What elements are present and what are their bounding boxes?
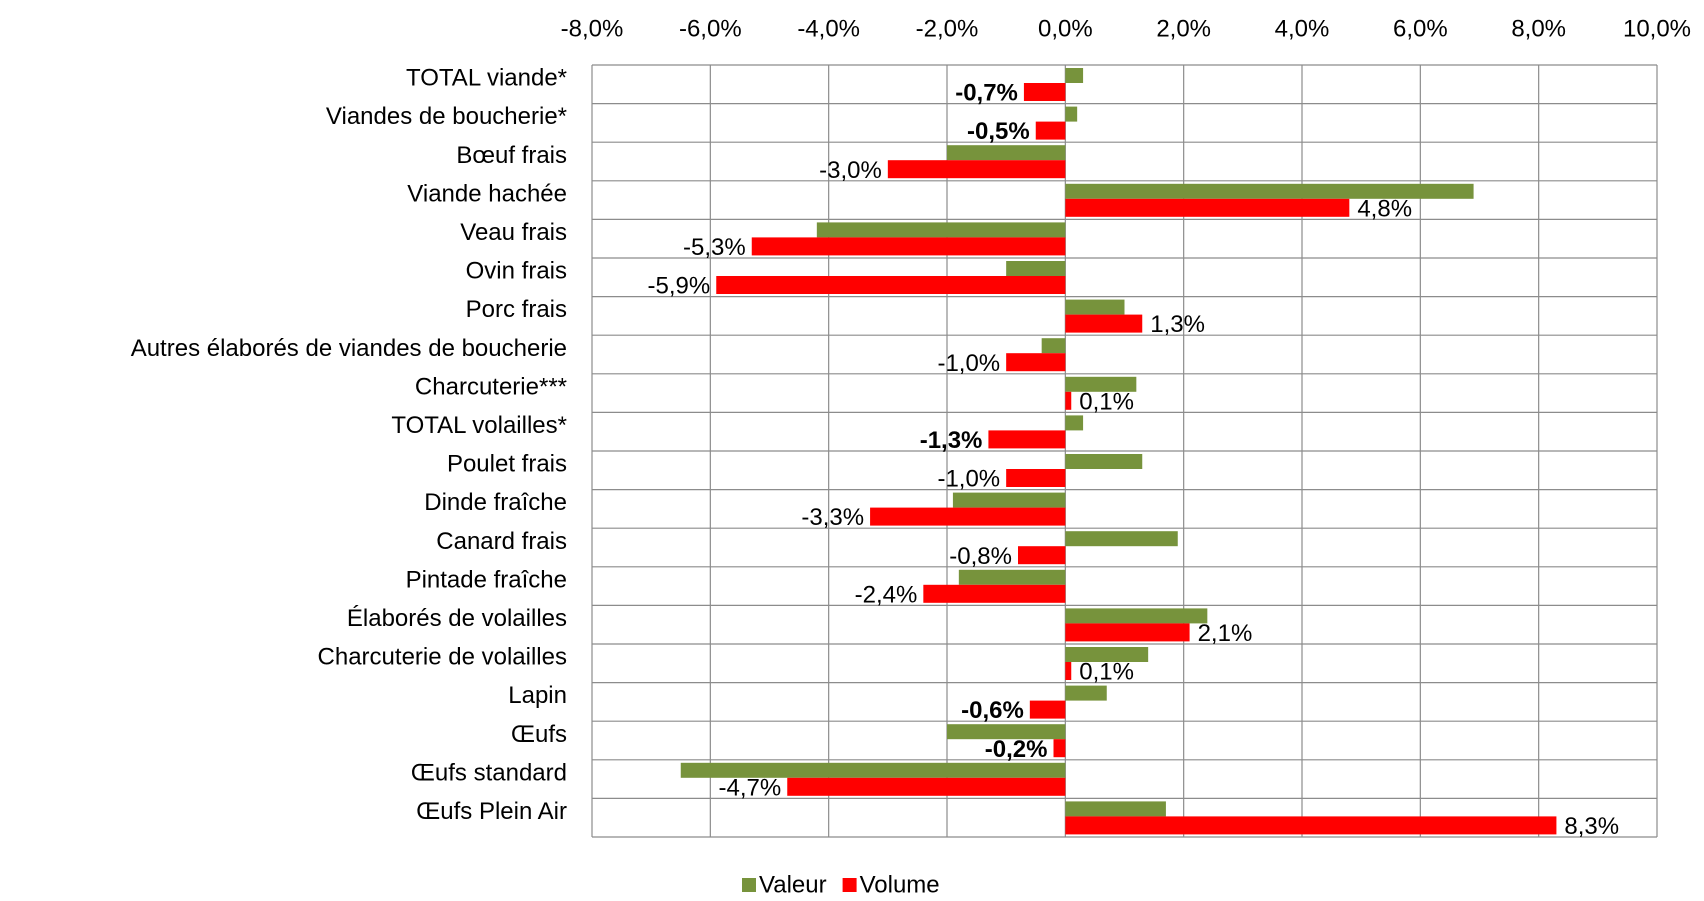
y-tick-label: Viandes de boucherie* [326, 103, 567, 130]
y-tick-label: TOTAL volailles* [391, 412, 567, 439]
bar [1065, 801, 1166, 817]
bar [1035, 121, 1066, 140]
bar [1065, 314, 1143, 333]
bar [816, 222, 1066, 238]
bar [1065, 531, 1178, 547]
data-label: -5,3% [683, 234, 746, 261]
bar [1065, 647, 1149, 662]
bar [1053, 739, 1066, 758]
bar [1029, 700, 1066, 719]
x-tick-label: 2,0% [1156, 15, 1211, 42]
data-label: 0,1% [1079, 388, 1134, 415]
bar [751, 237, 1066, 256]
x-tick-label: 6,0% [1393, 15, 1448, 42]
bar [1065, 623, 1190, 642]
x-tick-label: -2,0% [916, 15, 979, 42]
y-tick-label: Bœuf frais [456, 142, 567, 169]
y-tick-label: Ovin frais [466, 258, 567, 285]
data-label: 1,3% [1150, 311, 1205, 338]
bar [887, 160, 1066, 179]
y-tick-label: Pintade fraîche [406, 566, 567, 593]
data-label: -3,3% [801, 504, 864, 531]
bar [1065, 376, 1137, 392]
y-tick-label: Charcuterie*** [415, 373, 567, 400]
x-tick-label: 10,0% [1623, 15, 1691, 42]
bar [716, 276, 1066, 294]
bar [1023, 83, 1066, 101]
bar [1041, 338, 1066, 354]
bar [1065, 183, 1474, 199]
y-tick-label: Œufs Plein Air [416, 798, 567, 825]
y-tick-label: Poulet frais [447, 451, 567, 478]
bar [1018, 546, 1066, 565]
y-tick-label: Dinde fraîche [424, 489, 567, 516]
data-label: 2,1% [1198, 620, 1253, 647]
y-tick-label: Lapin [508, 682, 567, 709]
x-tick-label: -4,0% [797, 15, 860, 42]
y-tick-label: Œufs [511, 721, 567, 748]
x-tick-label: -8,0% [561, 15, 624, 42]
y-tick-label: TOTAL viande* [406, 65, 567, 92]
legend-swatch [842, 878, 857, 892]
bar [952, 492, 1066, 508]
data-label: -1,0% [937, 350, 1000, 377]
data-label: -0,8% [949, 543, 1012, 570]
data-label: -4,7% [719, 774, 782, 801]
bar [870, 507, 1066, 526]
y-tick-label: Autres élaborés de viandes de boucherie [131, 335, 567, 362]
y-tick-label: Porc frais [466, 296, 567, 323]
bar [1065, 685, 1107, 701]
bar [1065, 198, 1350, 217]
data-label: -3,0% [819, 157, 882, 184]
bar [1065, 662, 1072, 680]
y-tick-label: Élaborés de volailles [347, 605, 567, 632]
data-label: -0,7% [955, 80, 1018, 107]
bar [947, 724, 1066, 740]
y-tick-label: Charcuterie de volailles [318, 644, 567, 671]
bar [1006, 353, 1066, 372]
bar [1065, 106, 1078, 122]
x-tick-label: 8,0% [1511, 15, 1566, 42]
bar [923, 584, 1066, 603]
x-tick-label: -6,0% [679, 15, 742, 42]
bar [1006, 469, 1066, 487]
y-tick-label: Veau frais [460, 219, 567, 246]
bar [1065, 816, 1557, 835]
data-label: -5,9% [648, 273, 711, 300]
data-label: -0,2% [985, 736, 1048, 763]
data-label: 8,3% [1564, 813, 1619, 840]
bar [680, 762, 1066, 778]
y-tick-label: Viande hachée [407, 180, 567, 207]
bar [1065, 608, 1208, 624]
bar [988, 430, 1066, 449]
x-tick-label: 0,0% [1038, 15, 1093, 42]
bar [787, 777, 1066, 796]
data-label: -0,5% [967, 118, 1030, 145]
x-tick-label: 4,0% [1275, 15, 1330, 42]
data-label: 0,1% [1079, 659, 1134, 686]
bar [1006, 261, 1066, 276]
legend-label: Volume [860, 871, 940, 898]
bar [958, 569, 1066, 585]
legend-label: Valeur [759, 871, 827, 898]
bar [1065, 415, 1084, 431]
bar [1065, 391, 1072, 410]
bar [1065, 454, 1143, 469]
bar [947, 145, 1066, 161]
y-tick-label: Canard frais [436, 528, 567, 555]
y-tick-label: Œufs standard [411, 759, 567, 786]
bar [1065, 68, 1084, 83]
bar [1065, 299, 1125, 315]
data-label: -0,6% [961, 697, 1024, 724]
data-label: -1,3% [920, 427, 983, 454]
data-label: 4,8% [1357, 195, 1412, 222]
data-label: -2,4% [855, 581, 918, 608]
data-label: -1,0% [937, 466, 1000, 493]
legend-swatch [742, 878, 756, 892]
